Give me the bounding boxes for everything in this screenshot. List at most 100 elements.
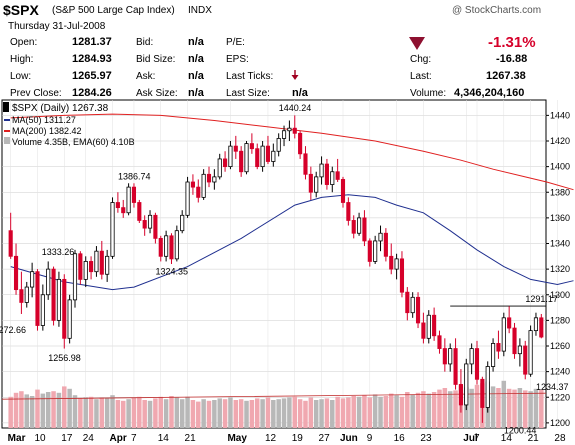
candle [276,133,281,157]
candle [35,269,40,331]
prevclose-value: 1284.26 [72,87,112,99]
candle-body [72,253,78,301]
candle-body [480,378,485,408]
candle-body [249,143,254,150]
candle [453,338,458,390]
volume-bar [99,397,105,428]
candle-body [115,202,120,209]
lastsize-value: n/a [292,87,308,99]
candle [78,251,83,285]
candle-body [496,343,501,352]
volume-bar [271,400,276,428]
volume-bar [190,400,196,428]
volume-bar [346,397,351,428]
candle-body [528,330,533,375]
y-tick-label: 1400 [550,162,570,172]
candle-body [131,186,137,203]
volume-bar [378,396,383,428]
bid-label: Bid: [136,37,154,48]
candle [507,306,512,334]
y-tick-label: 1380 [550,187,570,197]
candle-body [276,138,281,152]
bidsize-value: n/a [188,53,204,65]
volume-bar [372,394,378,428]
volume-bar [292,396,298,428]
candle [351,215,356,239]
volume-bar [35,389,40,428]
candle [330,166,335,193]
y-tick-label: 1440 [550,110,570,120]
volume-bar [313,400,319,428]
candle-body [389,255,394,270]
candle-body [303,153,308,175]
candle-body [287,127,292,132]
candle [373,235,378,264]
bidsize-label: Bid Size: [136,54,176,65]
candle-body [453,348,458,385]
x-tick-label: 10 [34,433,46,444]
candle-body [346,202,351,221]
candle-body [212,176,217,183]
candle [281,125,287,147]
candle-body [426,314,431,339]
candle-body [432,314,437,337]
x-tick-label: Apr [110,433,127,444]
volume-bar [469,388,474,428]
volume-bar [131,397,137,428]
x-tick-label: 19 [292,433,304,444]
volume-bar [303,400,308,428]
volume-bar [281,398,287,428]
candle [8,212,13,259]
candle-body [142,220,147,229]
candle-body [24,286,29,303]
candle [271,143,276,167]
candle [153,212,158,244]
x-tick-label: 16 [394,433,406,444]
candle-body [19,289,24,303]
volume-bar [83,397,88,428]
pe-label: P/E: [226,37,245,48]
candle-body [83,261,88,280]
x-tick-label: May [227,433,247,444]
volume-bar [24,394,30,428]
candle [190,174,195,195]
volume-bar [297,399,303,428]
volume-bar [330,400,335,428]
candle [94,246,99,277]
index-name: (S&P 500 Large Cap Index) [52,5,175,16]
volume-bar [201,399,206,428]
candle [206,166,212,188]
price-annotation: 1256.98 [48,353,81,363]
candle [30,262,35,298]
date-line: Thursday 31-Jul-2008 [8,21,106,32]
ma50-line [10,194,574,291]
candle [169,233,174,264]
x-tick-label: 14 [158,433,170,444]
x-tick-label: Jun [340,433,358,444]
candle-body [78,253,83,280]
y-tick-label: 1280 [550,315,570,325]
volume-bar [399,396,405,428]
volume-bar [367,397,373,428]
candle [126,183,131,216]
lastticks-label: Last Ticks: [226,71,274,82]
candle [142,215,147,236]
candle [308,166,313,200]
volume-bar [78,398,83,428]
candle-body [324,163,329,185]
price-annotation: 1333.26 [42,247,75,257]
volume-bar [13,392,19,428]
bid-value: n/a [188,36,204,48]
high-value: 1284.93 [72,53,112,65]
candle-body [174,230,179,260]
x-tick-label: 27 [319,433,331,444]
candle-body [415,296,421,324]
candle-body [539,317,544,338]
volume-bar [474,384,480,428]
candle-body [89,261,94,273]
candle [474,340,480,385]
ask-value: n/a [188,70,204,82]
candle [287,120,292,141]
x-tick-label: 21 [185,433,197,444]
candle [244,141,249,175]
